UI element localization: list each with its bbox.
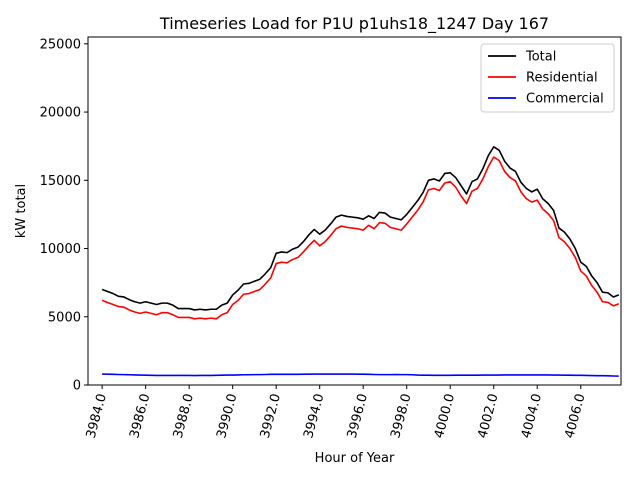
y-axis: 0 5000 10000 15000 20000 25000 xyxy=(40,37,88,394)
x-axis-label: Hour of Year xyxy=(315,451,395,466)
legend-box xyxy=(480,43,615,113)
series-line-residential xyxy=(101,156,620,320)
legend-label-total: Total xyxy=(525,50,556,65)
chart-title: Timeseries Load for P1U p1uhs18_1247 Day… xyxy=(159,14,549,34)
y-axis-label: kW total xyxy=(14,184,29,238)
series-layer xyxy=(101,146,620,377)
plot-frame xyxy=(87,36,622,386)
y-tick-label: 5000 xyxy=(48,310,81,325)
legend-label-commercial: Commercial xyxy=(526,92,604,107)
series-line-commercial xyxy=(102,373,619,377)
y-tick-label: 0 xyxy=(73,379,81,394)
y-tick-label: 25000 xyxy=(40,37,81,52)
legend: Total Residential Commercial xyxy=(480,43,615,113)
series-line-total xyxy=(101,146,620,311)
y-tick-label: 10000 xyxy=(40,242,81,257)
legend-label-residential: Residential xyxy=(526,71,598,86)
y-tick-label: 20000 xyxy=(40,106,81,121)
y-tick-label: 15000 xyxy=(40,174,81,189)
